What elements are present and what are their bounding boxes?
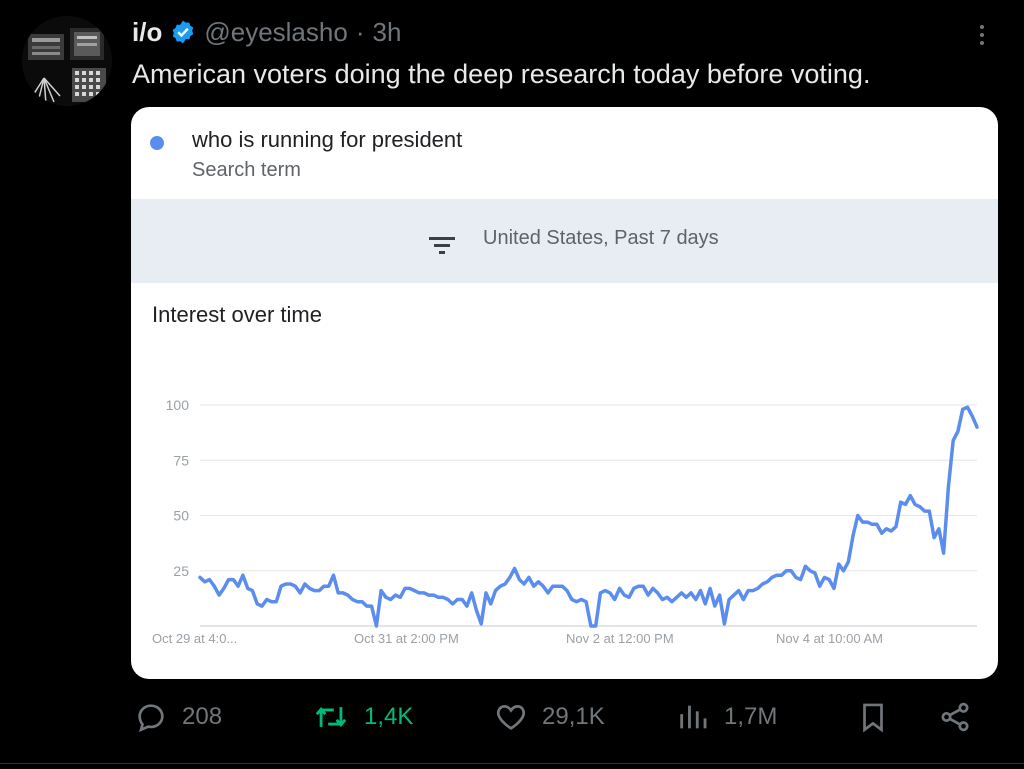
views-button[interactable]: 1,7M bbox=[676, 700, 777, 734]
share-icon bbox=[941, 702, 969, 732]
repost-button[interactable]: 1,4K bbox=[312, 700, 413, 734]
x-tick-label: Nov 4 at 10:00 AM bbox=[776, 631, 883, 646]
author-handle[interactable]: @eyeslasho bbox=[204, 16, 348, 47]
filter-icon bbox=[429, 237, 455, 254]
x-tick-label: Oct 31 at 2:00 PM bbox=[354, 631, 459, 646]
x-tick-label: Nov 2 at 12:00 PM bbox=[566, 631, 674, 646]
filter-text: United States, Past 7 days bbox=[483, 227, 719, 249]
more-icon[interactable] bbox=[970, 20, 994, 50]
series-legend-dot bbox=[150, 136, 164, 150]
search-term-label: who is running for president bbox=[192, 127, 463, 152]
avatar[interactable] bbox=[22, 16, 112, 106]
series-line bbox=[198, 405, 979, 628]
chart-title: Interest over time bbox=[152, 302, 322, 327]
verified-badge-icon[interactable] bbox=[170, 19, 196, 45]
like-button[interactable]: 29,1K bbox=[494, 700, 605, 734]
separator-dot: · bbox=[355, 16, 365, 47]
post-text: American voters doing the deep research … bbox=[132, 59, 871, 89]
repost-icon bbox=[315, 707, 347, 727]
reply-icon bbox=[138, 704, 164, 733]
trends-card[interactable]: who is running for president Search term… bbox=[131, 107, 998, 679]
author-name[interactable]: i/o bbox=[132, 16, 163, 47]
interest-chart: 100 75 50 25 Oct 29 at 4:0... Oct 31 at 2:00 … bbox=[152, 397, 979, 646]
heart-icon bbox=[496, 705, 526, 730]
post-header: i/o @eyeslasho · 3h bbox=[132, 14, 401, 50]
x-tick-label: Oct 29 at 4:0... bbox=[152, 631, 237, 646]
avatar-image bbox=[22, 16, 112, 106]
post-time[interactable]: 3h bbox=[372, 16, 402, 47]
y-tick-label: 25 bbox=[173, 563, 189, 579]
filter-bar: United States, Past 7 days bbox=[131, 199, 998, 283]
views-icon bbox=[680, 705, 707, 729]
reply-count: 208 bbox=[182, 703, 223, 730]
bookmark-icon bbox=[863, 703, 883, 733]
y-tick-label: 100 bbox=[166, 397, 190, 413]
search-term-sublabel: Search term bbox=[192, 159, 301, 181]
share-button[interactable] bbox=[938, 700, 972, 734]
views-count: 1,7M bbox=[724, 703, 778, 730]
repost-count: 1,4K bbox=[364, 703, 414, 730]
divider bbox=[0, 763, 1024, 764]
like-count: 29,1K bbox=[542, 703, 605, 730]
y-tick-label: 75 bbox=[173, 452, 189, 468]
y-tick-label: 50 bbox=[173, 508, 189, 524]
bookmark-button[interactable] bbox=[856, 700, 890, 734]
action-bar: 208 1,4K 29,1K 1,7M bbox=[0, 700, 1024, 746]
reply-button[interactable]: 208 bbox=[134, 700, 222, 734]
